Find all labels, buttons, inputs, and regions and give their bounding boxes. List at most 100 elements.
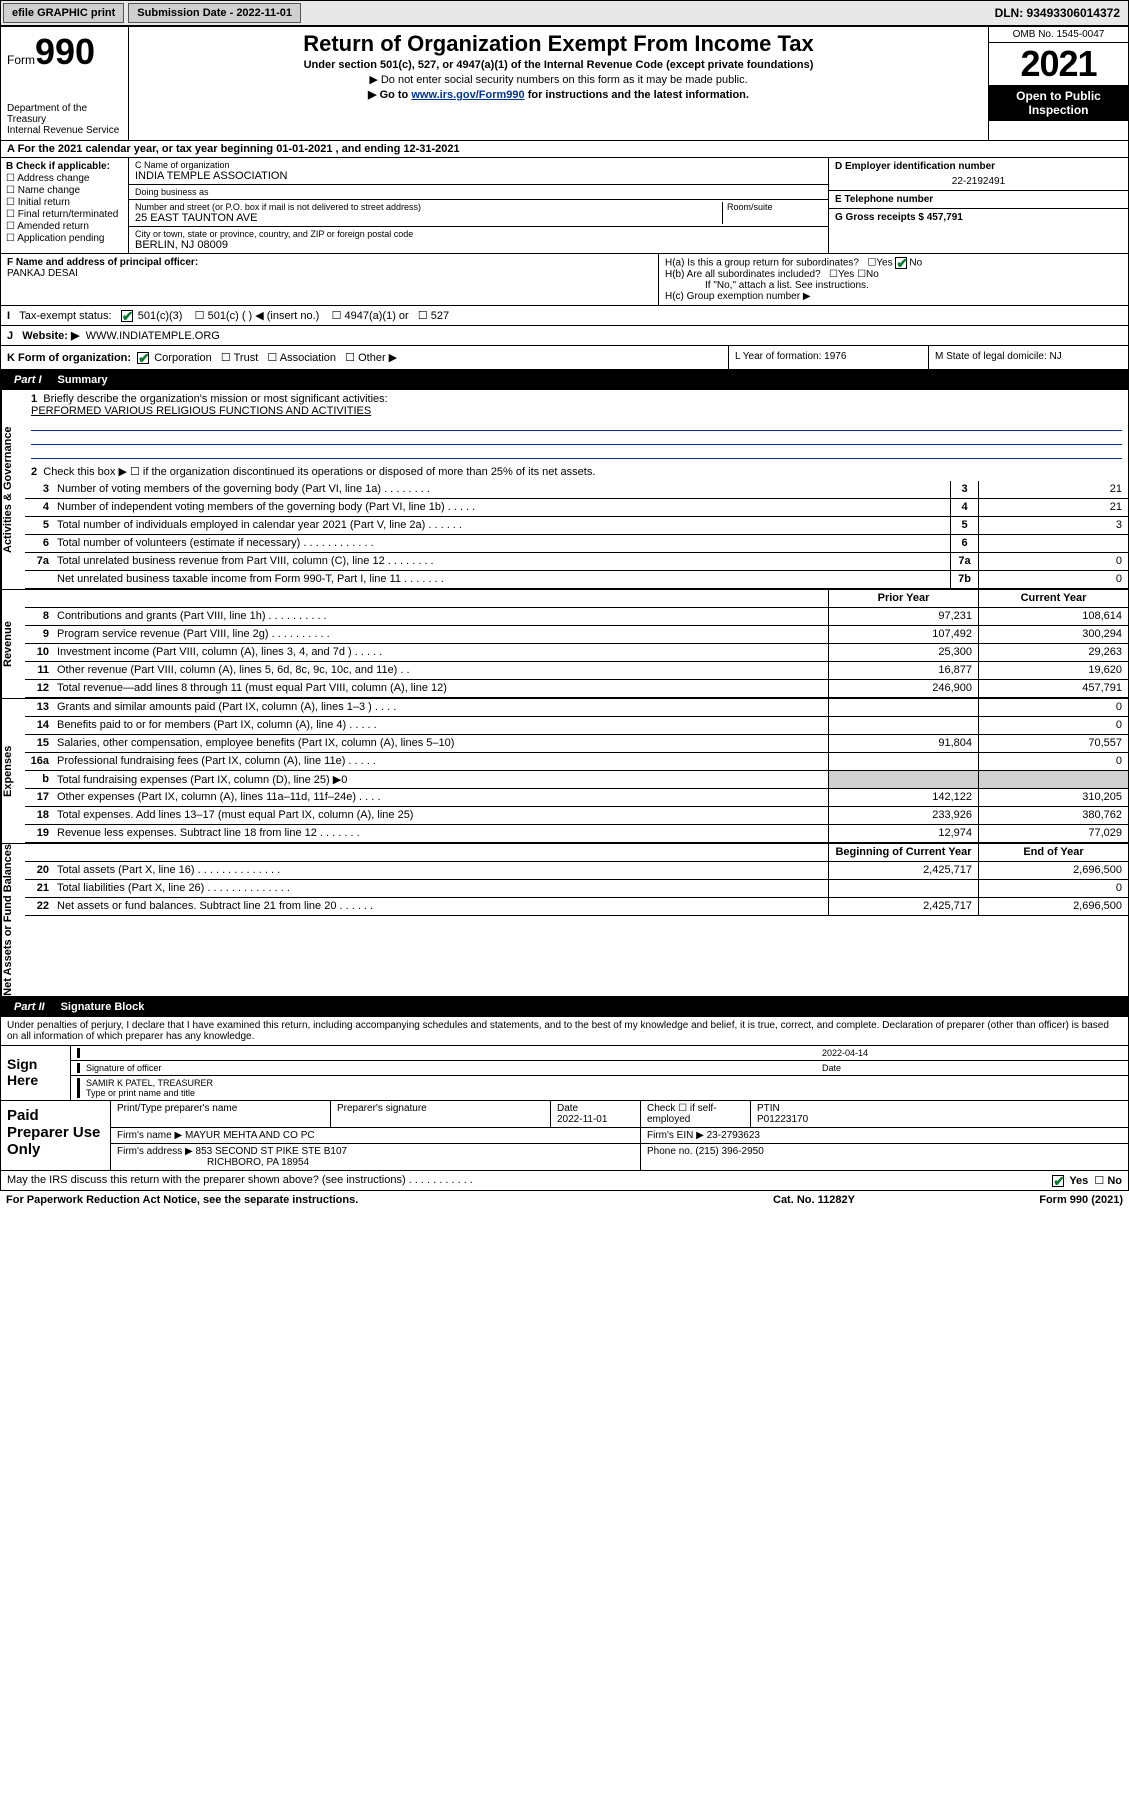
check-application-pending[interactable]: ☐ Application pending <box>6 233 123 244</box>
firm-address: 853 SECOND ST PIKE STE B107 <box>196 1146 348 1157</box>
vlabel-expenses: Expenses <box>1 699 25 843</box>
line-f-h: F Name and address of principal officer:… <box>0 254 1129 306</box>
sign-date: 2022-04-14 <box>822 1048 1122 1058</box>
room-label: Room/suite <box>727 202 822 212</box>
prep-sig-header: Preparer's signature <box>331 1101 551 1127</box>
beginning-year-header: Beginning of Current Year <box>828 844 978 861</box>
summary-row: 6Total number of volunteers (estimate if… <box>25 535 1128 553</box>
efile-button[interactable]: efile GRAPHIC print <box>3 3 124 23</box>
summary-row: 21Total liabilities (Part X, line 26) . … <box>25 880 1128 898</box>
prep-date: 2022-11-01 <box>557 1114 634 1125</box>
vlabel-netassets: Net Assets or Fund Balances <box>1 844 25 996</box>
summary-row: 10Investment income (Part VIII, column (… <box>25 644 1128 662</box>
line1-label: Briefly describe the organization's miss… <box>43 393 387 405</box>
summary-row: 18Total expenses. Add lines 13–17 (must … <box>25 807 1128 825</box>
check-initial-return[interactable]: ☐ Initial return <box>6 197 123 208</box>
form-header: Form990 Department of the Treasury Inter… <box>0 26 1129 141</box>
signer-name: SAMIR K PATEL, TREASURER <box>86 1078 1122 1088</box>
footer-row: For Paperwork Reduction Act Notice, see … <box>0 1191 1129 1209</box>
check-name-change[interactable]: ☐ Name change <box>6 185 123 196</box>
firm-phone: (215) 396-2950 <box>695 1146 763 1157</box>
summary-row: 11Other revenue (Part VIII, column (A), … <box>25 662 1128 680</box>
summary-row: 19Revenue less expenses. Subtract line 1… <box>25 825 1128 843</box>
summary-row: 12Total revenue—add lines 8 through 11 (… <box>25 680 1128 698</box>
line-k-l-m: K Form of organization: Corporation ☐ Tr… <box>0 346 1129 370</box>
vlabel-revenue: Revenue <box>1 590 25 698</box>
open-inspection-badge: Open to Public Inspection <box>989 85 1128 121</box>
tax-year: 2021 <box>989 43 1128 85</box>
column-header-row: Prior Year Current Year <box>25 590 1128 608</box>
h-b: H(b) Are all subordinates included? ☐Yes… <box>665 269 1122 280</box>
street-label: Number and street (or P.O. box if mail i… <box>135 202 722 212</box>
summary-row: 22Net assets or fund balances. Subtract … <box>25 898 1128 916</box>
summary-row: 14Benefits paid to or for members (Part … <box>25 717 1128 735</box>
sign-here-label: Sign Here <box>1 1046 71 1100</box>
line-i: I Tax-exempt status: 501(c)(3) ☐ 501(c) … <box>0 306 1129 326</box>
line2-text: Check this box ▶ ☐ if the organization d… <box>43 466 595 478</box>
check-final-return[interactable]: ☐ Final return/terminated <box>6 209 123 220</box>
instruction-1: ▶ Do not enter social security numbers o… <box>135 73 982 86</box>
website-value: WWW.INDIATEMPLE.ORG <box>86 330 220 342</box>
c-name-label: C Name of organization <box>135 160 822 170</box>
summary-row: 20Total assets (Part X, line 16) . . . .… <box>25 862 1128 880</box>
summary-row: 4Number of independent voting members of… <box>25 499 1128 517</box>
self-employed-check[interactable]: Check ☐ if self-employed <box>641 1101 751 1127</box>
ptin-value: P01223170 <box>757 1114 1122 1125</box>
dln-label: DLN: 93493306014372 <box>987 3 1128 23</box>
part-2-bar: Part IISignature Block <box>0 997 1129 1017</box>
summary-row: 17Other expenses (Part IX, column (A), l… <box>25 789 1128 807</box>
summary-row: 8Contributions and grants (Part VIII, li… <box>25 608 1128 626</box>
section-net-assets: Net Assets or Fund Balances Beginning of… <box>0 844 1129 997</box>
ptin-header: PTIN <box>757 1103 1122 1114</box>
part-1-bar: Part ISummary <box>0 370 1129 390</box>
dba-label: Doing business as <box>135 187 822 197</box>
vlabel-activities: Activities & Governance <box>1 390 25 589</box>
h-b-note: If "No," attach a list. See instructions… <box>665 280 1122 291</box>
prep-date-header: Date <box>557 1103 634 1114</box>
summary-row: 16aProfessional fundraising fees (Part I… <box>25 753 1128 771</box>
sig-officer-label: Signature of officer <box>77 1063 822 1073</box>
form-title: Return of Organization Exempt From Incom… <box>135 31 982 57</box>
street-value: 25 EAST TAUNTON AVE <box>135 212 722 224</box>
column-header-row-2: Beginning of Current Year End of Year <box>25 844 1128 862</box>
d-label: D Employer identification number <box>835 161 995 172</box>
discuss-yes-checkbox[interactable] <box>1052 1175 1064 1187</box>
summary-row: 9Program service revenue (Part VIII, lin… <box>25 626 1128 644</box>
submission-date-button[interactable]: Submission Date - 2022-11-01 <box>128 3 301 23</box>
form-number: Form990 <box>7 31 122 73</box>
signature-block: Under penalties of perjury, I declare th… <box>0 1017 1129 1101</box>
section-expenses: Expenses 13Grants and similar amounts pa… <box>0 699 1129 844</box>
irs-discuss-question: May the IRS discuss this return with the… <box>7 1174 1052 1187</box>
m-state-domicile: M State of legal domicile: NJ <box>928 346 1128 369</box>
top-toolbar: efile GRAPHIC print Submission Date - 20… <box>0 0 1129 26</box>
501c3-checkbox[interactable] <box>121 310 133 322</box>
section-activities-governance: Activities & Governance 1 Briefly descri… <box>0 390 1129 590</box>
end-year-header: End of Year <box>978 844 1128 861</box>
date-label: Date <box>822 1063 1122 1073</box>
paid-preparer-block: Paid Preparer Use Only Print/Type prepar… <box>0 1101 1129 1171</box>
declaration-text: Under penalties of perjury, I declare th… <box>1 1017 1128 1046</box>
city-value: BERLIN, NJ 08009 <box>135 239 822 251</box>
corporation-checkbox[interactable] <box>137 352 149 364</box>
line-a: A For the 2021 calendar year, or tax yea… <box>0 141 1129 158</box>
check-amended-return[interactable]: ☐ Amended return <box>6 221 123 232</box>
check-address-change[interactable]: ☐ Address change <box>6 173 123 184</box>
e-label: E Telephone number <box>835 194 933 205</box>
h-c: H(c) Group exemption number ▶ <box>665 291 1122 302</box>
section-revenue: Revenue Prior Year Current Year 8Contrib… <box>0 590 1129 699</box>
b-label: B Check if applicable: <box>6 161 110 172</box>
firm-name: MAYUR MEHTA AND CO PC <box>185 1130 315 1141</box>
block-b-through-g: B Check if applicable: ☐ Address change … <box>0 158 1129 254</box>
irs-discuss-row: May the IRS discuss this return with the… <box>0 1171 1129 1191</box>
name-title-label: Type or print name and title <box>86 1088 1122 1098</box>
l-year-formation: L Year of formation: 1976 <box>728 346 928 369</box>
org-name: INDIA TEMPLE ASSOCIATION <box>135 170 822 182</box>
current-year-header: Current Year <box>978 590 1128 607</box>
ha-no-checkbox[interactable] <box>895 257 907 269</box>
line-j: J Website: ▶ WWW.INDIATEMPLE.ORG <box>0 326 1129 346</box>
dept-label: Department of the Treasury <box>7 103 122 125</box>
form-subtitle: Under section 501(c), 527, or 4947(a)(1)… <box>135 59 982 71</box>
pra-notice: For Paperwork Reduction Act Notice, see … <box>6 1194 773 1206</box>
summary-row: Net unrelated business taxable income fr… <box>25 571 1128 589</box>
irs-link[interactable]: www.irs.gov/Form990 <box>411 89 524 101</box>
